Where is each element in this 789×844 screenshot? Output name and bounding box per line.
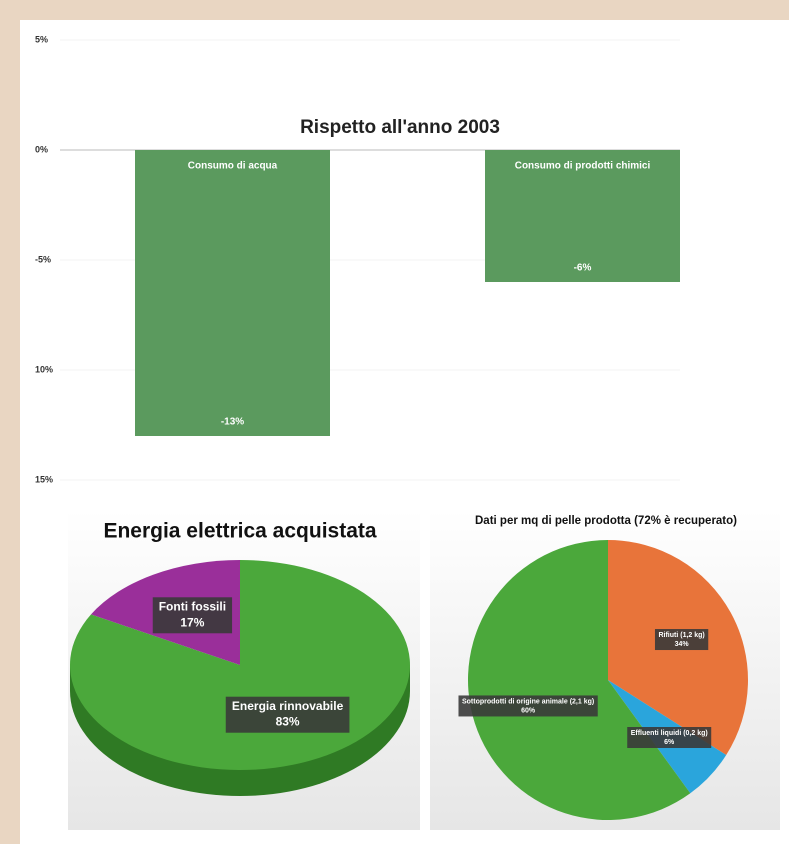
chart-title: Energia elettrica acquistata: [103, 520, 376, 543]
chart-title: Dati per mq di pelle prodotta (72% è rec…: [475, 515, 737, 527]
y-tick-label: 15%: [35, 474, 53, 484]
y-tick-label: -5%: [35, 254, 51, 264]
label-box: [152, 597, 233, 634]
slice-value-label: 83%: [276, 715, 300, 729]
label-box: [225, 696, 350, 733]
slice-label: Sottoprodotti di origine animale (2,1 kg…: [462, 698, 594, 705]
bar: [135, 150, 330, 436]
y-tick-label: 10%: [35, 364, 53, 374]
slice-value-label: 6%: [664, 739, 675, 746]
label-box: [458, 695, 598, 717]
slice-label: Fonti fossili: [159, 600, 226, 614]
y-tick-label: 5%: [35, 34, 48, 44]
slice-label: Effluenti liquidi (0,2 kg): [631, 730, 708, 737]
y-tick-label: 0%: [35, 144, 48, 154]
slice-label: Rifiuti (1,2 kg): [658, 632, 704, 639]
pie-slice: [467, 540, 691, 820]
label-box: [627, 727, 712, 749]
chart-title: Rispetto all'anno 2003: [300, 117, 500, 138]
slice-label: Energia rinnovabile: [232, 699, 344, 713]
slice-value-label: 60%: [521, 707, 536, 714]
value-label: -6%: [574, 263, 592, 274]
label-box: [654, 629, 709, 651]
bar: [485, 150, 680, 282]
slice-value-label: 17%: [180, 615, 204, 629]
category-label: Consumo di acqua: [188, 161, 278, 172]
slice-value-label: 34%: [675, 641, 690, 648]
category-label: Consumo di prodotti chimici: [515, 161, 651, 172]
value-label: -13%: [221, 417, 244, 428]
